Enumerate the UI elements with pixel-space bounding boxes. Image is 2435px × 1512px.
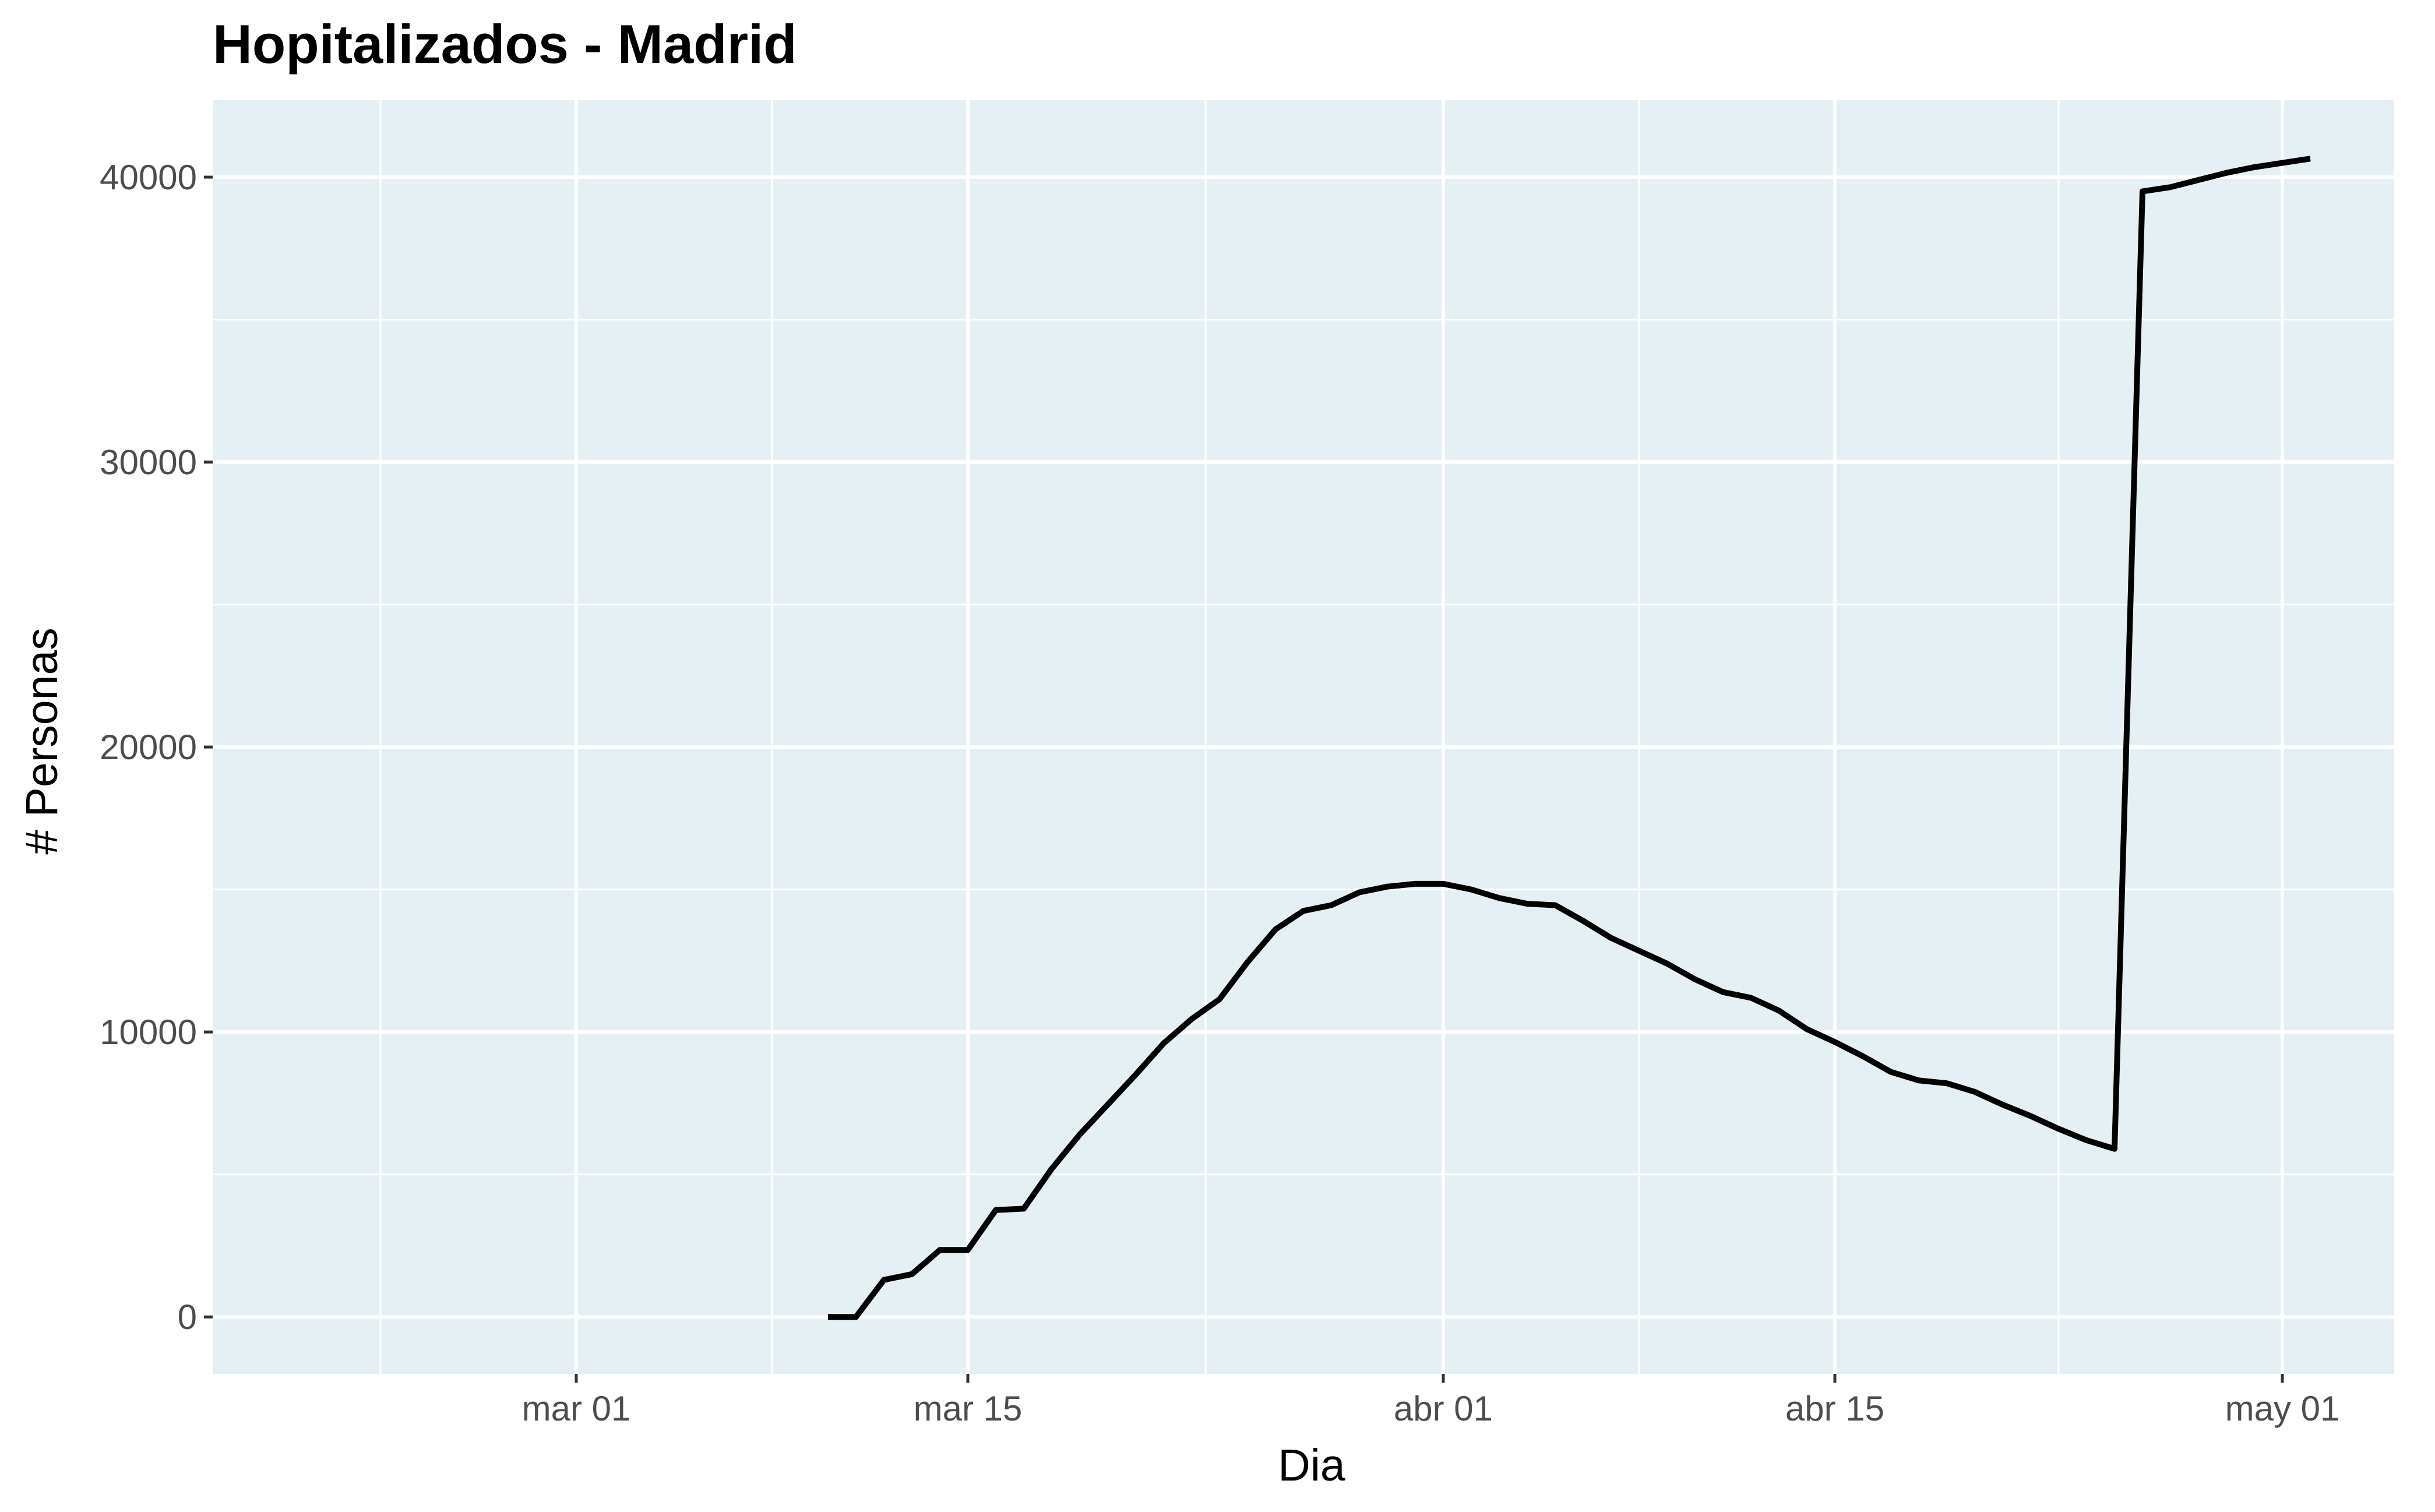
y-tick-label: 20000: [100, 728, 197, 767]
y-tick-label: 0: [178, 1298, 197, 1337]
y-axis: 0 10000 20000 30000 40000: [100, 158, 213, 1337]
series-layer: [828, 156, 2311, 1320]
chart-title: Hopitalizados - Madrid: [213, 13, 797, 75]
x-axis: mar 01 mar 15 abr 01 abr 15 may 01: [522, 1374, 2340, 1428]
x-axis-title: Dia: [1278, 1440, 1345, 1490]
grid-major: [213, 100, 2394, 1374]
x-tick-label: abr 01: [1394, 1389, 1493, 1428]
y-axis-title: # Personas: [17, 628, 67, 855]
x-tick-label: may 01: [2225, 1389, 2340, 1428]
y-tick-label: 10000: [100, 1013, 197, 1052]
x-tick-label: mar 15: [914, 1389, 1023, 1428]
x-tick-label: mar 01: [522, 1389, 631, 1428]
y-tick-label: 40000: [100, 158, 197, 197]
series-line: [828, 156, 2311, 1320]
plot-panel: [213, 100, 2394, 1374]
y-tick-label: 30000: [100, 443, 197, 482]
x-tick-label: abr 15: [1785, 1389, 1884, 1428]
